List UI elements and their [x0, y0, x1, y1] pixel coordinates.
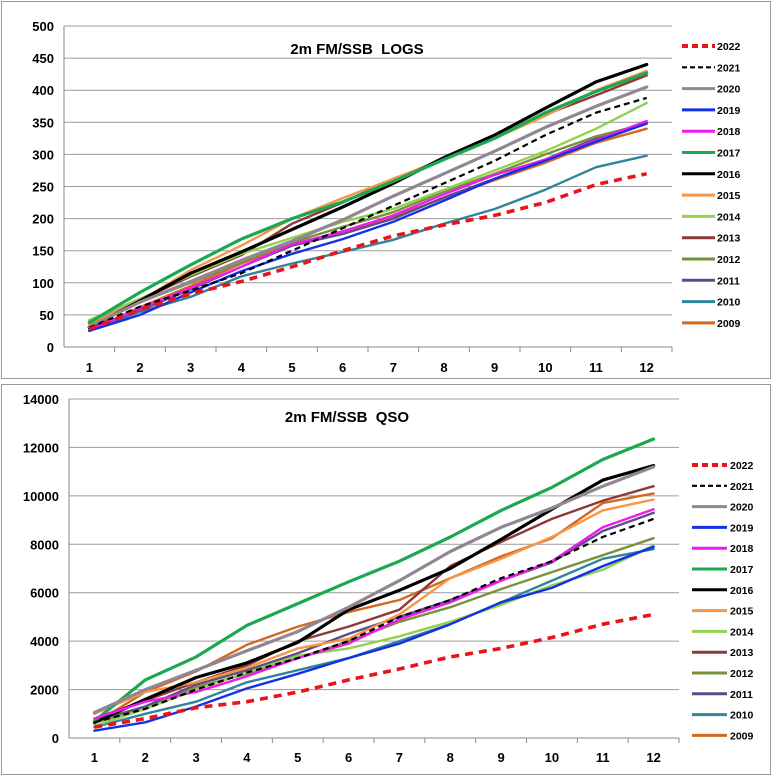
logs-series-line-2015 [88, 69, 648, 326]
logs-series-line-2016 [87, 62, 649, 330]
logs-legend-label-2014: 2014 [717, 211, 741, 223]
logs-series-line-2020 [87, 85, 649, 329]
logs-y-tick-label: 200 [32, 212, 54, 227]
logs-y-tick-label: 250 [32, 180, 54, 195]
logs-x-tick-label: 11 [589, 360, 603, 375]
qso-legend-label-2022: 2022 [730, 460, 754, 472]
logs-series-line-2018 [88, 119, 648, 331]
qso-legend-label-2009: 2009 [730, 730, 754, 742]
qso-series-line-2022 [94, 612, 654, 729]
qso-y-tick-label: 4000 [30, 634, 59, 649]
qso-chart-panel: 0 2000 4000 6000 8000 10000 12000 14000 1 2 3 4 5 6 7 8… [1, 384, 771, 775]
logs-series-line-2010 [88, 154, 648, 333]
qso-series-line-2018 [93, 507, 655, 720]
qso-legend-label-2018: 2018 [730, 543, 754, 555]
qso-y-tick-label: 8000 [30, 537, 59, 552]
qso-x-tick-label: 5 [294, 750, 301, 765]
qso-y-tick-label: 14000 [23, 392, 59, 407]
qso-y-tick-label: 0 [52, 731, 59, 746]
logs-y-tick-label: 450 [32, 51, 54, 66]
qso-legend-label-2012: 2012 [730, 668, 754, 680]
qso-legend-label-2010: 2010 [730, 710, 754, 722]
qso-y-tick-label: 2000 [30, 683, 59, 698]
logs-y-tick-label: 500 [32, 19, 54, 34]
logs-y-tick-label: 150 [32, 244, 54, 259]
logs-legend-label-2021: 2021 [717, 62, 741, 74]
logs-x-tick-label: 10 [538, 360, 552, 375]
qso-y-tick-label: 10000 [23, 489, 59, 504]
qso-legend-label-2017: 2017 [730, 564, 754, 576]
qso-series-line-2019 [93, 545, 655, 732]
logs-chart-title: 2m FM/SSB LOGS [290, 41, 423, 58]
qso-x-tick-label: 2 [142, 750, 149, 765]
logs-x-tick-label: 5 [288, 360, 295, 375]
logs-y-tick-label: 50 [40, 308, 54, 323]
qso-chart-title: 2m FM/SSB QSO [285, 409, 410, 426]
logs-x-tick-label: 12 [639, 360, 653, 375]
qso-series-line-2020 [92, 465, 656, 715]
qso-x-tick-label: 9 [497, 750, 504, 765]
logs-x-tick-label: 7 [390, 360, 397, 375]
logs-legend-label-2010: 2010 [717, 297, 741, 309]
logs-y-tick-label: 300 [32, 147, 54, 162]
logs-x-tick-label: 1 [86, 360, 93, 375]
logs-y-tick-label: 0 [47, 340, 54, 355]
logs-y-tick-label: 350 [32, 115, 54, 130]
qso-y-tick-label: 6000 [30, 586, 59, 601]
logs-legend-label-2012: 2012 [717, 254, 741, 266]
qso-series-line-2013 [93, 484, 655, 720]
logs-series-line-2022 [88, 171, 648, 331]
qso-x-tick-label: 8 [447, 750, 454, 765]
qso-legend-label-2020: 2020 [730, 502, 754, 514]
logs-series-line-2017 [87, 71, 649, 325]
qso-series-line-2015 [93, 498, 655, 715]
logs-legend-label-2022: 2022 [717, 41, 741, 53]
logs-legend-label-2015: 2015 [717, 190, 741, 202]
logs-legend-label-2009: 2009 [717, 318, 741, 330]
qso-x-tick-label: 10 [545, 750, 559, 765]
logs-legend-label-2019: 2019 [717, 105, 741, 117]
logs-x-tick-label: 2 [136, 360, 143, 375]
qso-legend-label-2014: 2014 [730, 626, 754, 638]
qso-x-tick-label: 11 [596, 750, 610, 765]
logs-legend-label-2017: 2017 [717, 148, 741, 160]
qso-series-line-2010 [93, 547, 655, 729]
logs-y-tick-label: 400 [32, 83, 54, 98]
qso-series-line-2017 [92, 437, 656, 723]
logs-series-line-2021 [88, 96, 648, 329]
qso-legend-label-2019: 2019 [730, 522, 754, 534]
qso-x-tick-label: 6 [345, 750, 352, 765]
logs-x-tick-label: 4 [238, 360, 246, 375]
logs-chart-panel: 0 50 100 150 200 250 300 350 400 450 500 1 2 3 4 5 6 7 8 9 1… [1, 1, 771, 379]
logs-legend-label-2016: 2016 [717, 169, 741, 181]
logs-legend-label-2018: 2018 [717, 126, 741, 138]
qso-legend-label-2013: 2013 [730, 647, 754, 659]
logs-x-tick-label: 8 [440, 360, 447, 375]
qso-x-tick-label: 3 [192, 750, 199, 765]
logs-x-tick-label: 9 [491, 360, 498, 375]
logs-legend-label-2013: 2013 [717, 233, 741, 245]
logs-x-tick-label: 6 [339, 360, 346, 375]
qso-x-tick-label: 1 [91, 750, 98, 765]
qso-legend-label-2015: 2015 [730, 606, 754, 618]
qso-legend-label-2021: 2021 [730, 481, 754, 493]
qso-x-tick-label: 4 [243, 750, 251, 765]
logs-legend-label-2020: 2020 [717, 84, 741, 96]
qso-x-tick-label: 12 [646, 750, 660, 765]
logs-legend-label-2011: 2011 [717, 275, 740, 287]
qso-x-tick-label: 7 [396, 750, 403, 765]
logs-x-tick-label: 3 [187, 360, 194, 375]
logs-y-tick-label: 100 [32, 276, 54, 291]
qso-series-line-2021 [94, 517, 654, 724]
qso-legend-label-2016: 2016 [730, 585, 754, 597]
qso-legend-label-2011: 2011 [730, 689, 753, 701]
qso-y-tick-label: 12000 [23, 440, 59, 455]
